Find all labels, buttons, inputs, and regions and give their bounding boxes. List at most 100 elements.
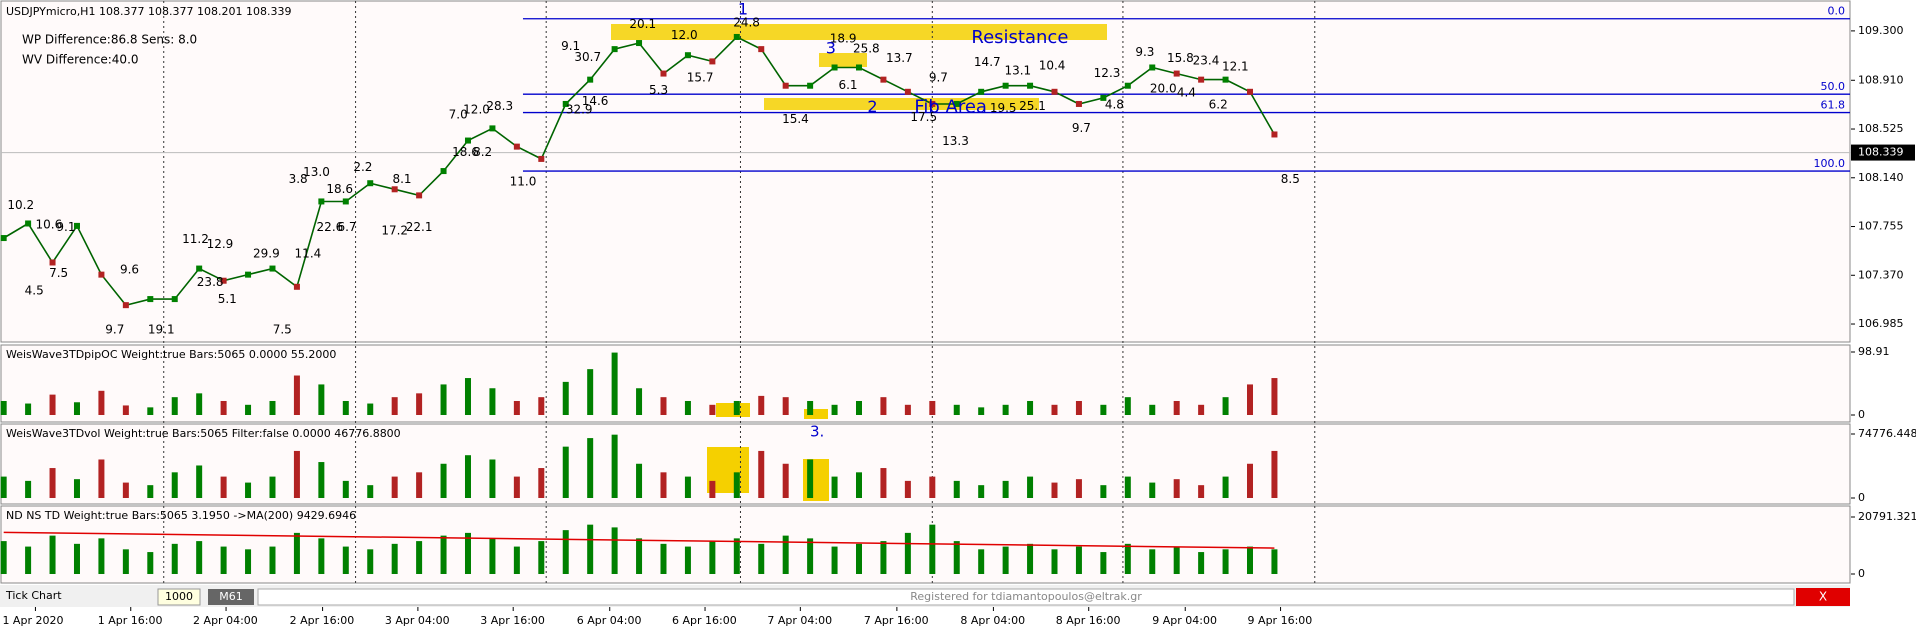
wave-label: 12.1 bbox=[1222, 60, 1249, 74]
wave-label: 29.9 bbox=[253, 247, 280, 261]
panel-title: WeisWave3TDpipOC Weight:true Bars:5065 0… bbox=[6, 348, 336, 361]
price-point bbox=[147, 296, 154, 303]
volume-bar bbox=[587, 369, 594, 415]
volume-bar bbox=[440, 535, 447, 574]
fib-label: 50.0 bbox=[1821, 80, 1846, 93]
y-tick-label: 106.985 bbox=[1858, 317, 1904, 330]
volume-bar bbox=[416, 393, 423, 415]
close-button[interactable] bbox=[1796, 588, 1850, 606]
volume-bar bbox=[978, 485, 985, 498]
volume-bar bbox=[1173, 546, 1180, 574]
volume-bar bbox=[147, 407, 154, 415]
price-point bbox=[25, 220, 32, 227]
wave-label: 11.4 bbox=[295, 247, 322, 261]
volume-bar bbox=[562, 530, 569, 574]
volume-bar bbox=[0, 476, 7, 498]
wave-label: 18.9 bbox=[830, 32, 857, 46]
price-point bbox=[318, 198, 325, 205]
wave-label: 23.8 bbox=[197, 275, 224, 289]
wave-label: 11.2 bbox=[182, 232, 209, 246]
period-button[interactable] bbox=[208, 589, 254, 605]
volume-bar bbox=[1222, 549, 1229, 574]
volume-bar bbox=[171, 543, 178, 574]
volume-bar bbox=[342, 480, 349, 498]
scroll-bar[interactable] bbox=[257, 588, 1795, 606]
x-tick-label: 3 Apr 04:00 bbox=[385, 614, 450, 627]
volume-bar bbox=[684, 400, 691, 415]
price-point bbox=[1124, 82, 1131, 89]
volume-bar bbox=[416, 541, 423, 574]
y-tick-label: 98.91 bbox=[1858, 345, 1890, 358]
wave-label: 13.3 bbox=[942, 134, 969, 148]
volume-bar bbox=[587, 438, 594, 498]
price-point bbox=[807, 82, 814, 89]
volume-bar bbox=[611, 352, 618, 415]
wave-label: 15.4 bbox=[782, 112, 809, 126]
volume-bar bbox=[1271, 378, 1278, 415]
volume-bar bbox=[636, 463, 643, 498]
indicator-panel bbox=[0, 423, 1851, 505]
volume-bar bbox=[782, 463, 789, 498]
price-point bbox=[513, 143, 520, 150]
price-point bbox=[0, 235, 7, 242]
volume-bar bbox=[1002, 546, 1009, 574]
wave-label: 6.2 bbox=[1209, 98, 1228, 112]
volume-bar bbox=[25, 546, 32, 574]
price-point bbox=[1100, 94, 1107, 101]
y-tick-label: 0 bbox=[1858, 408, 1865, 421]
price-point bbox=[1247, 88, 1254, 95]
volume-bar bbox=[660, 472, 667, 498]
price-point bbox=[245, 271, 252, 278]
panel-title: WeisWave3TDvol Weight:true Bars:5065 Fil… bbox=[6, 427, 401, 440]
price-point bbox=[1075, 100, 1082, 107]
panel-title: ND NS TD Weight:true Bars:5065 3.1950 ->… bbox=[6, 509, 356, 522]
volume-bar bbox=[171, 472, 178, 498]
wave-label: 13.1 bbox=[1004, 63, 1031, 77]
volume-bar bbox=[1002, 480, 1009, 498]
highlight bbox=[716, 403, 750, 417]
volume-bar bbox=[709, 480, 716, 498]
price-point bbox=[733, 33, 740, 40]
wave-label: 22.6 bbox=[317, 220, 344, 234]
volume-bar bbox=[929, 476, 936, 498]
wave-label: 10.6 bbox=[36, 217, 63, 231]
volume-bar bbox=[611, 434, 618, 498]
volume-bar bbox=[391, 397, 398, 415]
volume-bar bbox=[196, 465, 203, 498]
wave-label: 17.2 bbox=[381, 223, 408, 237]
volume-bar bbox=[1002, 404, 1009, 415]
volume-bar bbox=[220, 546, 227, 574]
volume-bar bbox=[293, 450, 300, 498]
volume-bar bbox=[831, 404, 838, 415]
registration: Registered for tdiamantopoulos@eltrak.gr bbox=[910, 590, 1142, 603]
volume-bar bbox=[269, 400, 276, 415]
volume-bar bbox=[1051, 404, 1058, 415]
overlay-label: 1 bbox=[738, 0, 748, 18]
volume-bar bbox=[342, 400, 349, 415]
wave-label: 20.0 bbox=[1150, 82, 1177, 96]
volume-bar bbox=[245, 404, 252, 415]
info-line: WP Difference:86.8 Sens: 8.0 bbox=[22, 33, 197, 47]
wave-label: 25.1 bbox=[1019, 99, 1046, 113]
x-tick-label: 8 Apr 16:00 bbox=[1056, 614, 1121, 627]
volume-bar bbox=[855, 543, 862, 574]
moving-average bbox=[3, 531, 1275, 549]
volume-bar bbox=[782, 397, 789, 415]
volume-bar bbox=[953, 541, 960, 574]
count-box[interactable] bbox=[157, 588, 201, 606]
y-tick-label: 109.300 bbox=[1858, 24, 1904, 37]
info-line: WV Difference:40.0 bbox=[22, 53, 139, 67]
wave-label: 4.5 bbox=[25, 283, 44, 297]
wave-label: 7.5 bbox=[273, 322, 292, 336]
volume-bar bbox=[807, 459, 814, 498]
last-price-box bbox=[1851, 144, 1915, 161]
volume-bar bbox=[122, 482, 129, 498]
x-tick-label: 9 Apr 04:00 bbox=[1152, 614, 1217, 627]
wave-label: 18.6 bbox=[452, 145, 479, 159]
volume-bar bbox=[1075, 546, 1082, 574]
volume-bar bbox=[709, 404, 716, 415]
volume-bar bbox=[1075, 479, 1082, 498]
x-tick-label: 9 Apr 16:00 bbox=[1248, 614, 1313, 627]
price-point bbox=[1149, 64, 1156, 71]
